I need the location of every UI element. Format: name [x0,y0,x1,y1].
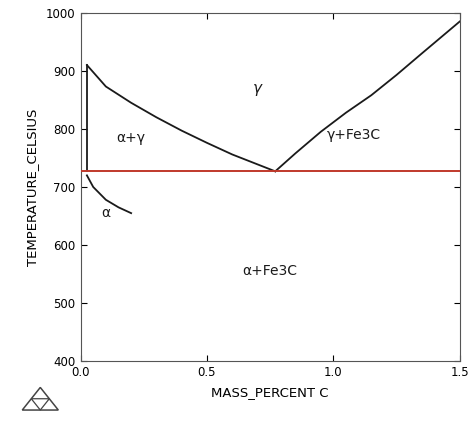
Text: γ+Fe3C: γ+Fe3C [327,128,381,142]
X-axis label: MASS_PERCENT C: MASS_PERCENT C [211,386,329,399]
Text: γ: γ [253,81,262,96]
Text: α: α [101,206,110,220]
Text: α+Fe3C: α+Fe3C [243,264,298,278]
Text: α+γ: α+γ [117,130,146,144]
Y-axis label: TEMPERATURE_CELSIUS: TEMPERATURE_CELSIUS [26,108,39,266]
